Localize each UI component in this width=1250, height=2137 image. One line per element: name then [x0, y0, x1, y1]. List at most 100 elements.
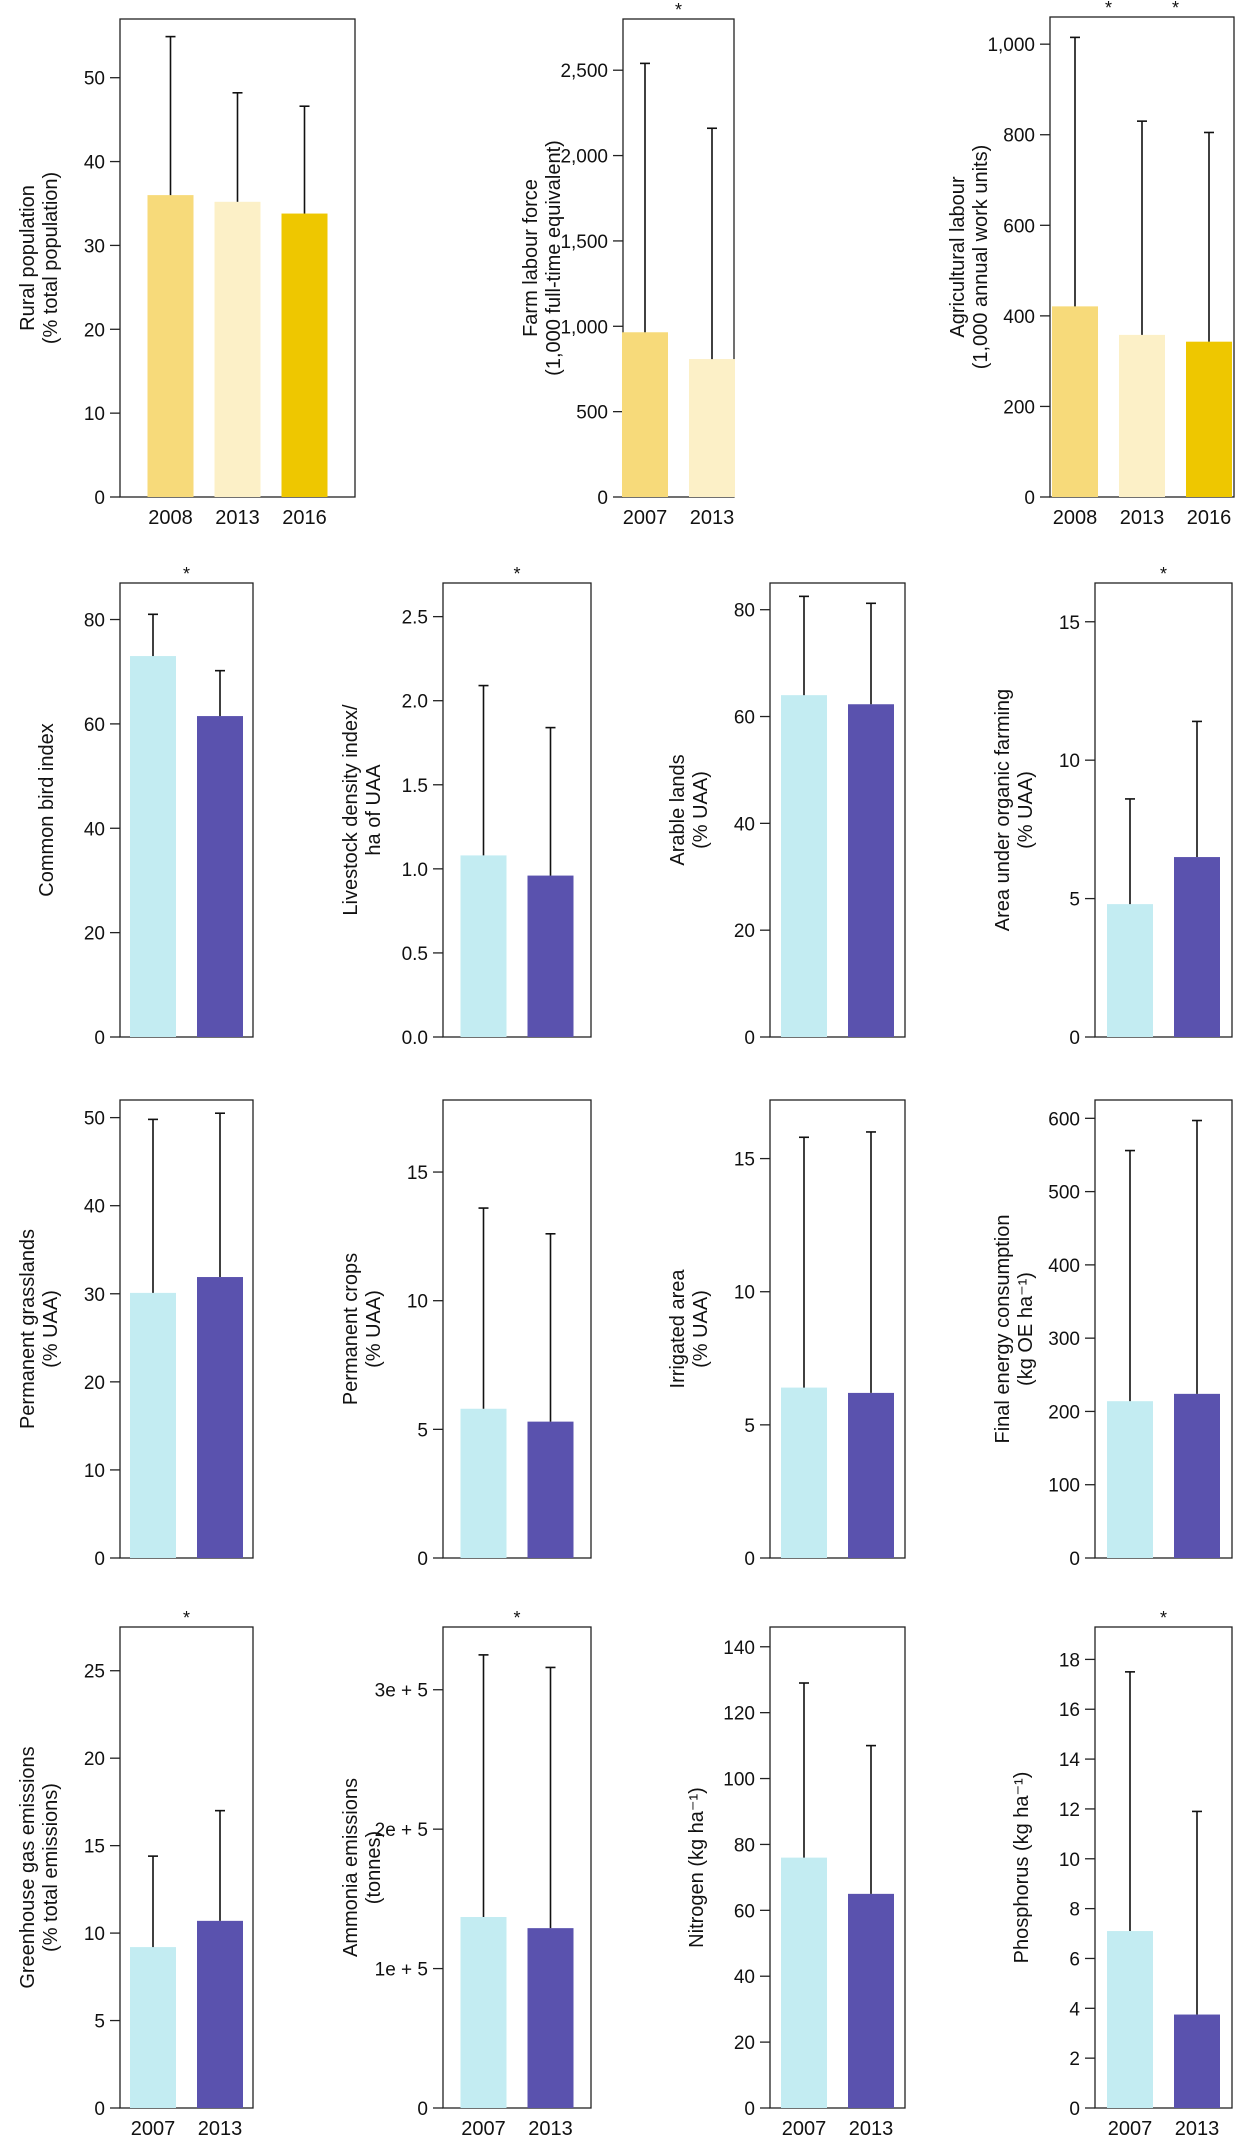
panel-6-ytick-label: 40 [734, 814, 755, 835]
panel-14-xlabel: 2007 [782, 2118, 827, 2137]
panel-7-ytick-label: 5 [1069, 890, 1080, 911]
panel-4-ylabel: Common bird index [36, 723, 58, 896]
panel-6-ylabel: (% UAA) [690, 771, 712, 849]
panel-3-xlabel: 2013 [1120, 507, 1165, 529]
panel-10-ytick-label: 0 [744, 1549, 755, 1570]
panel-12-ytick-label: 15 [84, 1837, 105, 1858]
panel-15-ytick-label: 8 [1069, 1900, 1080, 1921]
panel-13-xlabel: 2007 [461, 2118, 506, 2137]
panel-1-ytick-label: 20 [84, 320, 105, 341]
panel-4-significance-star: * [183, 564, 190, 584]
panel-3-xlabel: 2008 [1053, 507, 1098, 529]
panel-7-ytick-label: 0 [1069, 1028, 1080, 1049]
panel-1-ylabel: (% total population) [40, 172, 62, 344]
panel-6: 0 20 40 60 80 Arable lands (% UAA) [667, 582, 906, 1049]
panel-3-ylabel: Agricultural labour [947, 176, 969, 338]
panel-3-bar-2008 [1052, 306, 1098, 497]
panel-6-bar-2013 [848, 704, 894, 1037]
panel-13-ytick-label: 1e + 5 [375, 1960, 428, 1981]
panel-6-ytick-label: 20 [734, 921, 755, 942]
panel-12-ylabel: (% total emissions) [40, 1783, 62, 1952]
panel-7-ylabel: (% UAA) [1015, 771, 1037, 849]
panel-14-ytick-label: 40 [734, 1967, 755, 1988]
panel-13-ytick-label: 2e + 5 [375, 1820, 428, 1841]
panel-12-ylabel: Greenhouse gas emissions [17, 1746, 39, 1988]
panel-11-ylabel: (kg OE ha⁻¹) [1015, 1272, 1037, 1386]
panel-2-ytick-label: 2,500 [560, 61, 608, 82]
panel-2-ytick-label: 1,000 [560, 317, 608, 338]
panel-15-ytick-label: 14 [1059, 1750, 1081, 1771]
panel-7-bar-2013 [1174, 857, 1220, 1037]
panel-15-ytick-label: 0 [1069, 2099, 1080, 2120]
panel-2-significance-star: * [675, 0, 682, 20]
panel-5-bar-2007 [460, 855, 507, 1037]
panel-10-bar-2013 [848, 1392, 894, 1558]
panel-15-significance-star: * [1160, 1608, 1167, 1628]
panel-15-ytick-label: 12 [1059, 1800, 1080, 1821]
panel-11-ytick-label: 500 [1048, 1183, 1080, 1204]
panel-13: 0 1e + 5 2e + 5 3e + 5 2007 2013 * Ammonia emis… [340, 1608, 592, 2137]
panel-12-ytick-label: 0 [94, 2099, 105, 2120]
panel-7-bar-2007 [1107, 904, 1153, 1037]
panel-6-ytick-label: 0 [744, 1028, 755, 1049]
panel-10-ytick-label: 15 [734, 1150, 755, 1171]
panel-2-ytick-label: 500 [576, 403, 608, 424]
panel-15-ytick-label: 2 [1069, 2049, 1080, 2070]
panel-5-ytick-label: 1.5 [402, 776, 428, 797]
panel-1-bar-2008 [147, 195, 194, 497]
panel-13-ytick-label: 0 [417, 2099, 428, 2120]
panel-8-ytick-label: 30 [84, 1285, 105, 1306]
panel-5-ytick-label: 1.0 [402, 860, 428, 881]
panel-3-ytick-label: 600 [1003, 216, 1035, 237]
panel-6-frame [769, 582, 906, 1038]
panel-2-ylabel: (1,000 full-time equivalent) [543, 140, 565, 376]
panel-1-ytick-label: 0 [94, 488, 105, 509]
panel-7: 0 5 10 15 * Area under organic farming (% UAA) [992, 564, 1233, 1049]
panel-8-bar-2013 [197, 1277, 243, 1558]
panel-14-ytick-label: 80 [734, 1835, 755, 1856]
panel-11-frame [1094, 1099, 1233, 1559]
panel-4-ytick-label: 0 [94, 1028, 105, 1049]
panel-14-ytick-label: 0 [744, 2099, 755, 2120]
panel-1-ytick-label: 40 [84, 153, 105, 174]
panel-14-frame [769, 1626, 906, 2109]
panel-15-ytick-label: 6 [1069, 1949, 1080, 1970]
panel-15-ytick-label: 18 [1059, 1650, 1080, 1671]
panel-13-ylabel: Ammonia emissions [340, 1778, 362, 1957]
panel-2-xlabel: 2007 [623, 507, 668, 529]
panel-1-xlabel: 2016 [282, 507, 327, 529]
panel-5-ylabel: Livestock density index/ [340, 704, 362, 916]
panel-10-bar-2007 [781, 1387, 827, 1558]
panel-11-ylabel: Final energy consumption [992, 1214, 1014, 1443]
panel-13-xlabel: 2013 [528, 2118, 573, 2137]
panel-12-xlabel: 2013 [198, 2118, 243, 2137]
panel-11: 0 100 200 300 400 500 600 Final energy consumpt… [992, 1099, 1233, 1570]
panel-1: 0 10 20 30 40 50 2008 2013 2016 Rural population(… [17, 18, 356, 529]
panel-8-frame [119, 1099, 254, 1559]
panel-7-frame [1094, 582, 1233, 1038]
panel-8-ytick-label: 10 [84, 1461, 105, 1482]
panel-3-bar-2016 [1186, 341, 1232, 497]
panel-15-ytick-label: 16 [1059, 1700, 1080, 1721]
panel-5-bar-2013 [527, 875, 574, 1037]
panel-13-ytick-label: 3e + 5 [375, 1681, 428, 1702]
panel-9-frame [442, 1099, 592, 1559]
panel-8-ytick-label: 20 [84, 1373, 105, 1394]
panel-9-ylabel: (% UAA) [363, 1290, 385, 1368]
panel-3-significance-star: * [1172, 0, 1179, 18]
panel-1-bar-2013 [214, 201, 261, 498]
panel-5-ylabel: ha of UAA [363, 764, 385, 856]
panel-5-significance-star: * [513, 564, 520, 584]
panel-8-ylabel: (% UAA) [40, 1290, 62, 1368]
panel-7-ytick-label: 10 [1059, 751, 1080, 772]
panel-11-bar-2007 [1107, 1401, 1153, 1558]
panel-2-ytick-label: 1,500 [560, 232, 608, 253]
panel-14-ylabel: Nitrogen (kg ha⁻¹) [686, 1787, 708, 1948]
panel-9-ytick-label: 0 [417, 1549, 428, 1570]
panel-14-ytick-label: 140 [723, 1638, 755, 1659]
panel-5-ytick-label: 2.5 [402, 608, 428, 629]
panel-12: 0 5 10 15 20 25 2007 2013 * Greenhouse gas emissi… [17, 1608, 254, 2137]
panel-4: 0 20 40 60 80 * Common bird index [36, 564, 254, 1049]
panel-15-ytick-label: 10 [1059, 1850, 1080, 1871]
